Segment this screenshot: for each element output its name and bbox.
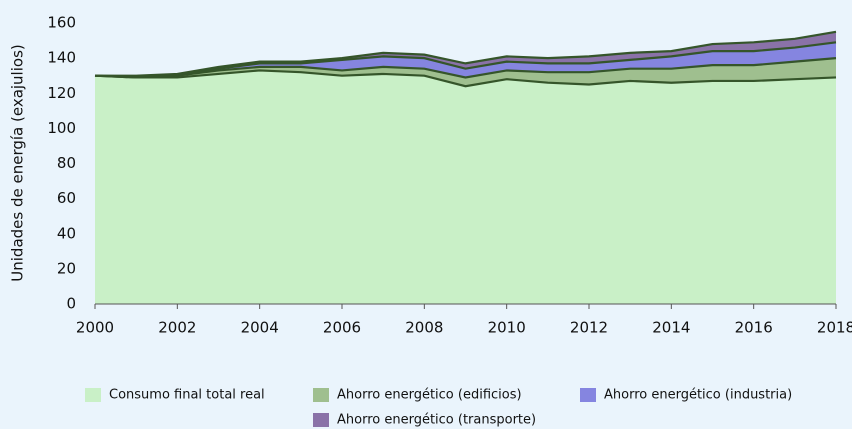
area: [95, 58, 836, 87]
area-edge: [94, 57, 837, 79]
y-tick-label: 80: [57, 154, 76, 172]
x-tick-label: 2016: [735, 319, 773, 337]
legend-swatch: [580, 388, 596, 402]
legend-swatch: [313, 388, 329, 402]
y-tick-label: 120: [47, 84, 76, 102]
area-edge: [94, 69, 837, 88]
x-tick-label: 2006: [323, 319, 361, 337]
area: [95, 70, 836, 304]
y-tick-label: 100: [47, 119, 76, 137]
legend-swatch: [85, 388, 101, 402]
y-tick-label: 140: [47, 49, 76, 67]
x-tick-label: 2002: [158, 319, 196, 337]
y-tick-label: 160: [47, 14, 76, 32]
x-tick-label: 2010: [488, 319, 526, 337]
y-tick-label: 40: [57, 224, 76, 242]
y-tick-label: 0: [66, 295, 76, 313]
y-axis-label: Unidades de energía (exajulios): [9, 44, 27, 281]
x-tick-label: 2000: [76, 319, 114, 337]
x-tick-label: 2012: [570, 319, 608, 337]
y-tick-label: 60: [57, 189, 76, 207]
y-tick-label: 20: [57, 259, 76, 277]
x-tick-label: 2014: [652, 319, 690, 337]
x-tick-label: 2004: [241, 319, 279, 337]
legend-label: Consumo final total real: [109, 388, 265, 403]
area-edge: [95, 30, 837, 77]
legend-label: Ahorro energético (industria): [604, 388, 792, 403]
x-tick-label: 2008: [405, 319, 443, 337]
legend-label: Ahorro energético (transporte): [337, 413, 536, 428]
x-tick-label: 2018: [817, 319, 852, 337]
legend-label: Ahorro energético (edificios): [337, 388, 522, 403]
legend-swatch: [313, 413, 329, 427]
area-edge: [94, 41, 837, 78]
